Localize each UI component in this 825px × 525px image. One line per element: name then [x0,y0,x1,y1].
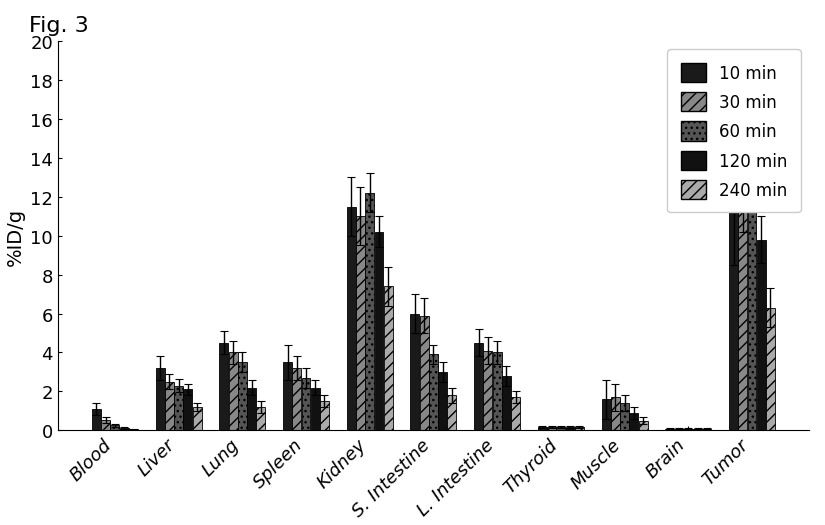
Bar [320,401,328,430]
Bar [483,351,492,430]
Bar [192,407,201,430]
Bar [574,427,583,430]
Bar [610,397,620,430]
Bar [292,369,301,430]
Bar [728,184,738,430]
Bar [692,429,701,430]
Bar [120,428,129,430]
Bar [511,397,520,430]
Bar [665,429,674,430]
Bar [410,314,419,430]
Text: Fig. 3: Fig. 3 [29,16,88,36]
Bar [556,427,565,430]
Bar [638,421,647,430]
Bar [620,403,629,430]
Bar [219,343,229,430]
Y-axis label: %ID/g: %ID/g [6,207,25,265]
Bar [375,233,383,430]
Bar [174,386,183,430]
Bar [247,388,256,430]
Bar [129,429,138,430]
Bar [547,427,556,430]
Bar [629,413,638,430]
Bar [429,355,437,430]
Bar [183,390,192,430]
Bar [565,427,574,430]
Bar [310,388,319,430]
Bar [474,343,483,430]
Bar [101,420,110,430]
Bar [766,308,775,430]
Bar [502,376,511,430]
Bar [419,316,428,430]
Bar [301,378,310,430]
Bar [438,372,447,430]
Bar [356,217,365,430]
Bar [283,362,292,430]
Bar [111,426,120,430]
Bar [738,203,747,430]
Bar [674,429,683,430]
Bar [384,287,393,430]
Bar [493,353,502,430]
Bar [256,407,265,430]
Bar [346,207,356,430]
Bar [757,240,765,430]
Bar [447,395,456,430]
Bar [601,400,610,430]
Legend: 10 min, 30 min, 60 min, 120 min, 240 min: 10 min, 30 min, 60 min, 120 min, 240 min [667,50,800,213]
Bar [683,429,692,430]
Bar [365,194,374,430]
Bar [165,382,174,430]
Bar [238,362,247,430]
Bar [702,429,710,430]
Bar [538,427,546,430]
Bar [229,353,238,430]
Bar [156,369,164,430]
Bar [747,192,756,430]
Bar [92,409,101,430]
